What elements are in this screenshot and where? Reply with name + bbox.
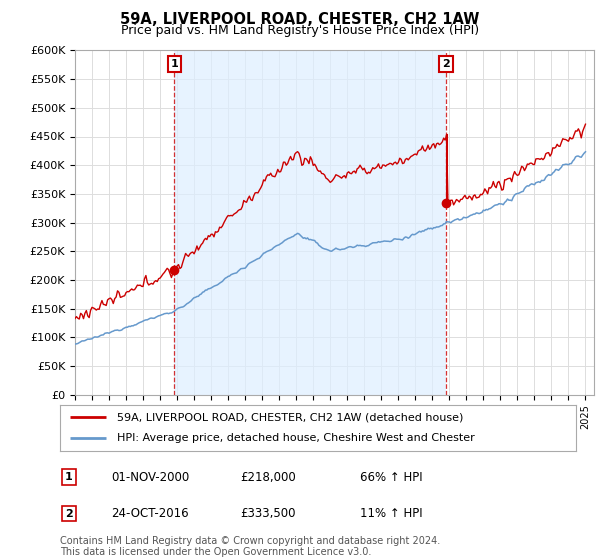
Text: 59A, LIVERPOOL ROAD, CHESTER, CH2 1AW: 59A, LIVERPOOL ROAD, CHESTER, CH2 1AW [121, 12, 479, 27]
Text: 1: 1 [65, 472, 73, 482]
Text: Contains HM Land Registry data © Crown copyright and database right 2024.
This d: Contains HM Land Registry data © Crown c… [60, 535, 440, 557]
Text: 1: 1 [170, 59, 178, 69]
Text: Price paid vs. HM Land Registry's House Price Index (HPI): Price paid vs. HM Land Registry's House … [121, 24, 479, 37]
Bar [174, 50, 446, 395]
Text: 01-NOV-2000: 01-NOV-2000 [111, 470, 189, 484]
Text: HPI: Average price, detached house, Cheshire West and Chester: HPI: Average price, detached house, Ches… [117, 433, 475, 444]
Text: £218,000: £218,000 [240, 470, 296, 484]
Text: 2: 2 [65, 508, 73, 519]
Text: 59A, LIVERPOOL ROAD, CHESTER, CH2 1AW (detached house): 59A, LIVERPOOL ROAD, CHESTER, CH2 1AW (d… [117, 412, 463, 422]
Text: 2: 2 [442, 59, 450, 69]
Text: £333,500: £333,500 [240, 507, 296, 520]
Text: 11% ↑ HPI: 11% ↑ HPI [360, 507, 422, 520]
Text: 24-OCT-2016: 24-OCT-2016 [111, 507, 188, 520]
Text: 66% ↑ HPI: 66% ↑ HPI [360, 470, 422, 484]
